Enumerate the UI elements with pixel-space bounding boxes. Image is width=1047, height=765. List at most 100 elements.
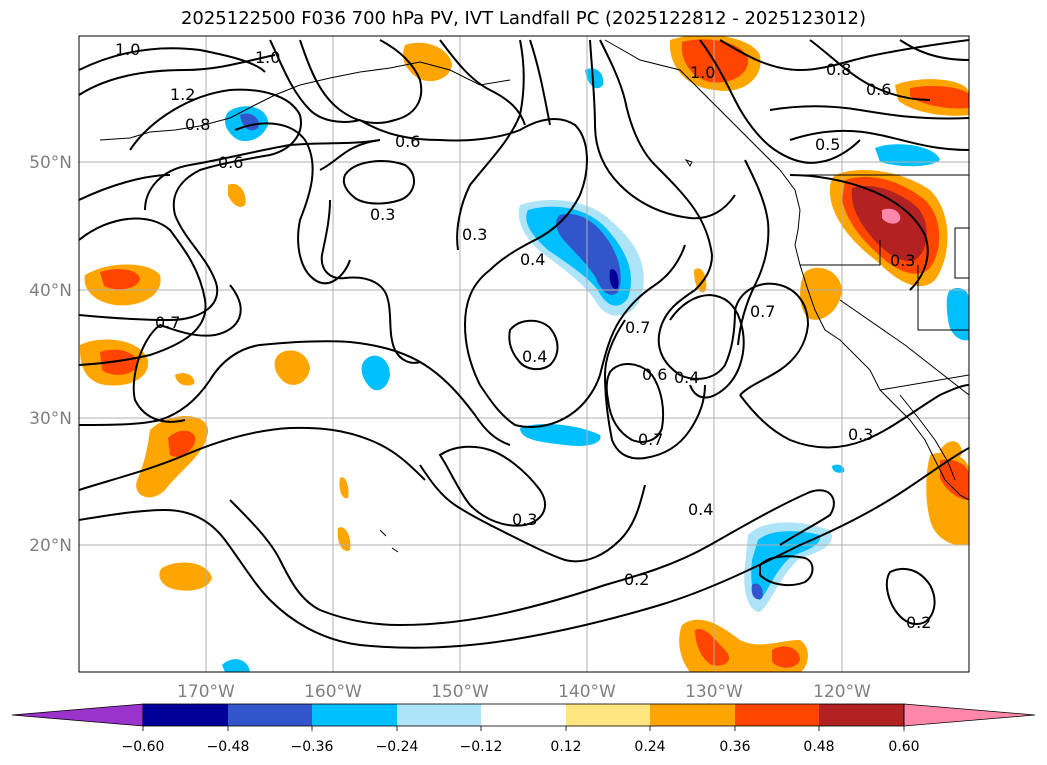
lon-label-150w: 150°W — [431, 682, 489, 702]
contour-line — [737, 159, 770, 346]
contour-label: 0.8 — [826, 60, 851, 79]
alaska-aleutian-coast — [99, 61, 421, 141]
contour-line — [603, 319, 706, 460]
colorbar-bin — [397, 704, 481, 726]
anomaly-pos-west-35n — [79, 339, 149, 386]
colorbar-bin — [143, 704, 228, 726]
anomaly-pos-west-40n — [84, 264, 161, 306]
lon-label-160w: 160°W — [304, 682, 362, 702]
contour-label: 0.6 — [395, 132, 420, 151]
colorbar-bin — [481, 704, 566, 726]
contour-label: 1.0 — [690, 63, 715, 82]
colorbar-extend-min — [11, 703, 144, 727]
contour-label: 0.4 — [688, 500, 713, 519]
contour-line — [439, 39, 526, 126]
anomaly-neg-south-edge — [222, 659, 250, 672]
contour-label: 0.3 — [462, 225, 487, 244]
lon-label-170w: 170°W — [177, 682, 235, 702]
colorbar-bin — [819, 704, 904, 726]
contour-line — [529, 39, 551, 126]
contour-label: 0.7 — [625, 318, 650, 337]
contour-label: 0.7 — [638, 430, 663, 449]
contour-line — [734, 282, 810, 396]
contour-label: 0.5 — [815, 135, 840, 154]
lon-label-140w: 140°W — [558, 682, 616, 702]
anomaly-pos-small-2 — [694, 268, 707, 293]
oregon-california-border — [800, 240, 881, 266]
colorbar-extend-max — [903, 703, 1036, 727]
contour-label: 0.6 — [218, 153, 243, 172]
contour-line — [669, 293, 745, 399]
anomaly-neg-small — [832, 464, 845, 473]
colorbar-tick-label: 0.12 — [550, 739, 581, 755]
anomaly-neg-central-45n — [518, 200, 644, 316]
contour-label: 0.3 — [370, 205, 395, 224]
contour-line — [342, 160, 415, 205]
positive-anomaly-shading — [79, 36, 969, 672]
contour-line — [299, 39, 423, 124]
lat-label-50n: 50°N — [29, 153, 72, 173]
colorbar-bin — [566, 704, 650, 726]
contour-line — [456, 39, 525, 251]
contour-label: 0.3 — [890, 251, 915, 270]
contour-label: 0.3 — [512, 510, 537, 529]
anomaly-pos-west-17n — [159, 562, 212, 591]
anomaly-pos-south-130w — [679, 619, 808, 672]
contour-label: 0.6 — [642, 365, 667, 384]
pv-contours — [79, 39, 969, 649]
longitude-labels: 170°W 160°W 150°W 140°W 130°W 120°W — [177, 682, 871, 702]
latitude-labels: 50°N 40°N 30°N 20°N — [29, 153, 72, 556]
north-america-west-coast — [604, 39, 969, 501]
contour-line — [79, 447, 969, 649]
colorbar: −0.60 −0.48 −0.36 −0.24 −0.12 0.12 0.24 … — [11, 703, 1036, 755]
colorbar-tick-label: −0.48 — [207, 739, 250, 755]
contour-line — [129, 88, 302, 216]
lat-label-30n: 30°N — [29, 409, 72, 429]
contour-label: 0.6 — [866, 80, 891, 99]
island — [684, 159, 693, 167]
contour-labels: 1.0 1.0 1.2 0.8 0.6 0.6 0.3 0.3 0.4 0.7 … — [115, 40, 931, 632]
contour-line — [79, 54, 276, 96]
contour-label: 0.4 — [522, 347, 547, 366]
contour-line — [79, 217, 206, 301]
contour-label: 1.0 — [255, 48, 280, 67]
anomaly-pos-california — [800, 267, 842, 320]
contour-label: 0.4 — [520, 250, 545, 269]
contour-line — [599, 39, 736, 380]
contour-line — [809, 39, 931, 101]
contour-line — [885, 567, 936, 625]
colorbar-tick-label: 0.24 — [634, 739, 665, 755]
anomaly-pos-west-28n — [136, 415, 209, 498]
contour-line — [769, 105, 969, 120]
contour-line — [79, 299, 207, 366]
colorbar-tick-label: −0.60 — [122, 739, 165, 755]
colorbar-tick-label: 0.36 — [719, 739, 750, 755]
colorbar-tick-label: 0.60 — [888, 739, 919, 755]
anomaly-pos-small-3 — [175, 373, 195, 386]
anomaly-pos-central-35n — [274, 350, 310, 385]
contour-line — [132, 284, 242, 423]
contour-label: 0.4 — [674, 368, 699, 387]
contour-line — [719, 39, 969, 72]
us-mexico-border — [879, 374, 969, 391]
anomaly-pos-small-1 — [228, 183, 246, 207]
contour-line — [789, 129, 969, 151]
colorbar-bin — [312, 704, 397, 726]
contour-line — [739, 384, 969, 449]
colorbar-tick-label: −0.12 — [460, 739, 503, 755]
contour-line — [419, 464, 646, 563]
gridlines — [79, 36, 969, 672]
contour-label: 0.2 — [906, 613, 931, 632]
contour-line — [144, 139, 381, 211]
contour-label: 0.7 — [750, 302, 775, 321]
contour-label: 0.2 — [624, 570, 649, 589]
contour-line — [589, 39, 736, 220]
colorbar-bin — [228, 704, 312, 726]
contour-line — [789, 174, 929, 291]
anomaly-pos-small-4 — [339, 477, 349, 499]
colorbar-tick-label: 0.48 — [803, 739, 834, 755]
colorbar-ticks — [142, 726, 905, 731]
contour-line — [463, 244, 686, 428]
lat-label-40n: 40°N — [29, 281, 72, 301]
